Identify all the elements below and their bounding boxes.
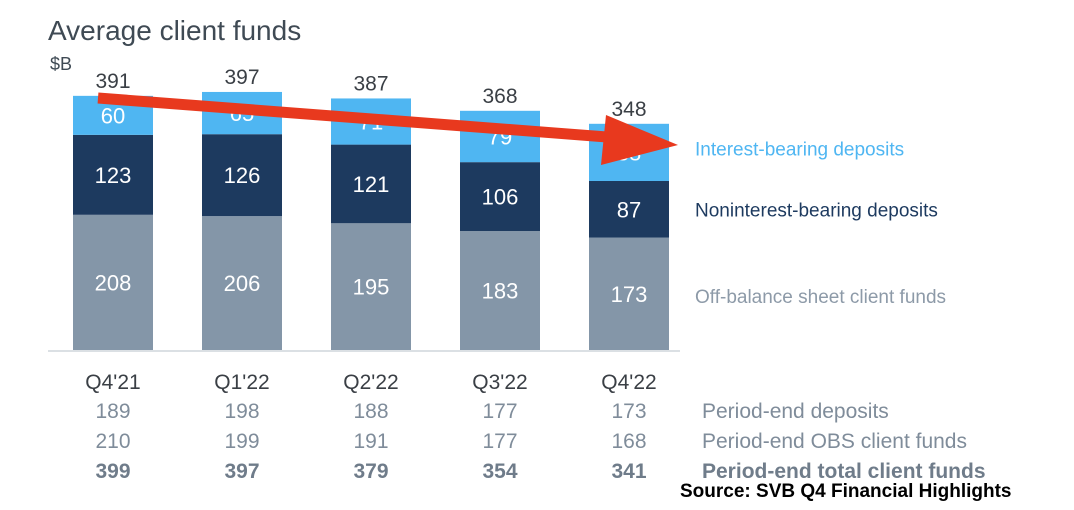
table-cell: 199	[224, 430, 259, 453]
x-tick-label: Q2'22	[343, 371, 398, 394]
chart-title: Average client funds	[48, 15, 302, 46]
bar-segment	[460, 231, 540, 350]
table-cell: 191	[353, 430, 388, 453]
data-label: 173	[611, 282, 648, 307]
total-label: 348	[611, 98, 646, 121]
data-label: 195	[353, 275, 390, 300]
table-cell: 379	[353, 460, 388, 483]
bar-segment	[202, 134, 282, 217]
table-cell: 210	[95, 430, 130, 453]
table-cell: 354	[482, 460, 517, 483]
bar-segment	[460, 110, 540, 163]
data-label: 121	[353, 172, 390, 197]
table-cell: 397	[224, 460, 259, 483]
data-label: 183	[482, 279, 519, 304]
source-note: Source: SVB Q4 Financial Highlights	[680, 481, 1012, 502]
bar-segment	[460, 162, 540, 232]
unit-label: $B	[50, 54, 73, 74]
bar-segment	[589, 237, 669, 350]
x-tick-label: Q1'22	[214, 371, 269, 394]
data-label: 206	[224, 271, 261, 296]
bar-segment	[589, 181, 669, 238]
data-label: 123	[95, 163, 132, 188]
total-label: 368	[482, 85, 517, 108]
bar-segment	[202, 216, 282, 350]
bar-segment	[73, 214, 153, 350]
data-label: 126	[224, 163, 261, 188]
legend-label: Interest-bearing deposits	[695, 139, 904, 160]
legend-label: Noninterest-bearing deposits	[695, 200, 938, 221]
data-label: 87	[617, 197, 641, 222]
table-row-label: Period-end OBS client funds	[702, 430, 967, 453]
data-label: 208	[95, 270, 132, 295]
bar-segment	[73, 134, 153, 215]
data-label: 60	[101, 103, 125, 128]
total-label: 397	[224, 66, 259, 89]
table-cell: 399	[95, 460, 130, 483]
table-cell: 173	[611, 400, 646, 423]
table-cell: 177	[482, 430, 517, 453]
bar-segment	[331, 223, 411, 350]
data-label: 106	[482, 185, 519, 210]
trend-arrow-shaft	[97, 92, 621, 144]
table-cell: 168	[611, 430, 646, 453]
table-cell: 177	[482, 400, 517, 423]
table-row-label: Period-end total client funds	[702, 460, 986, 483]
x-tick-label: Q4'22	[601, 371, 656, 394]
table-cell: 189	[95, 400, 130, 423]
trend-arrow-head	[601, 115, 678, 165]
table-cell: 188	[353, 400, 388, 423]
total-label: 387	[353, 72, 388, 95]
bar-segment	[331, 144, 411, 224]
table-row-label: Period-end deposits	[702, 400, 889, 423]
x-tick-label: Q4'21	[85, 371, 140, 394]
legend-label: Off-balance sheet client funds	[695, 287, 946, 308]
x-tick-label: Q3'22	[472, 371, 527, 394]
table-cell: 341	[611, 460, 646, 483]
total-label: 391	[95, 70, 130, 93]
table-cell: 198	[224, 400, 259, 423]
